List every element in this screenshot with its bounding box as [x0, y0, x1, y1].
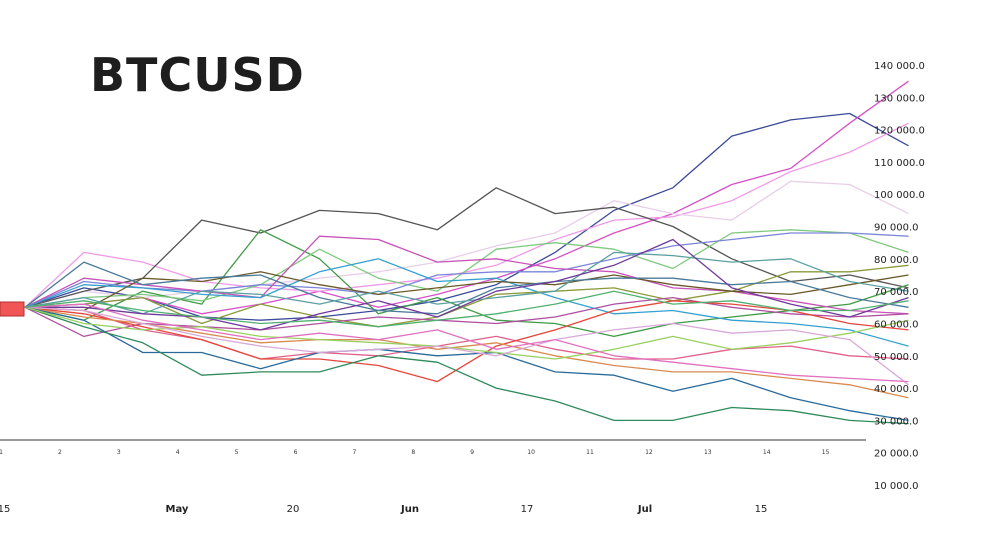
y-tick-label: 80 000.0 [874, 255, 919, 266]
y-tick-label: 140 000.0 [874, 61, 925, 72]
series-line-23 [24, 306, 909, 386]
x-step-label: 6 [294, 449, 298, 456]
y-tick-label: 40 000.0 [874, 384, 919, 395]
y-tick-label: 50 000.0 [874, 352, 919, 363]
y-tick-label: 20 000.0 [874, 449, 919, 460]
series-line-24 [24, 303, 909, 383]
y-tick-label: 30 000.0 [874, 416, 919, 427]
series-line-2 [24, 80, 909, 315]
x-step-label: 1 [0, 449, 3, 456]
series-line-5 [24, 187, 909, 308]
y-tick-label: 110 000.0 [874, 158, 925, 169]
series-line-17 [24, 300, 909, 383]
x-step-label: 3 [117, 449, 121, 456]
x-step-label: 2 [58, 449, 62, 456]
series-line-1 [24, 112, 909, 321]
series-line-25 [24, 290, 909, 328]
series-line-11 [24, 264, 909, 328]
series-line-7 [24, 229, 909, 308]
series-layer [0, 80, 909, 425]
y-tick-label: 120 000.0 [874, 126, 925, 137]
x-date-label: 15 [0, 504, 10, 515]
series-line-8 [24, 232, 909, 308]
x-step-label: 10 [527, 449, 535, 456]
x-step-label: 5 [235, 449, 239, 456]
x-date-label: Jun [400, 504, 419, 515]
x-step-label: 7 [352, 449, 356, 456]
y-tick-label: 60 000.0 [874, 319, 919, 330]
x-step-label: 14 [763, 449, 771, 456]
series-line-19 [24, 306, 909, 422]
x-date-label: 15 [755, 504, 768, 515]
series-line-20 [24, 306, 909, 425]
x-step-label: 12 [645, 449, 653, 456]
y-tick-label: 130 000.0 [874, 93, 925, 104]
chart-title: BTCUSD [90, 48, 305, 102]
y-tick-label: 100 000.0 [874, 190, 925, 201]
start-marker [0, 301, 25, 317]
x-step-label: 11 [586, 449, 594, 456]
series-line-14 [24, 251, 909, 315]
series-line-16 [24, 306, 909, 360]
series-line-10 [24, 258, 909, 347]
x-step-label: 13 [704, 449, 712, 456]
series-line-21 [25, 238, 909, 331]
x-step-label: 8 [411, 449, 415, 456]
x-step-label: 15 [822, 449, 830, 456]
x-step-label: 4 [176, 449, 180, 456]
x-date-label: 20 [287, 504, 300, 515]
y-tick-label: 70 000.0 [874, 287, 919, 298]
series-line-3 [24, 122, 909, 308]
y-tick-label: 10 000.0 [874, 481, 919, 492]
x-date-label: Jul [637, 504, 652, 515]
x-date-label: May [166, 504, 189, 515]
series-line-22 [24, 306, 909, 360]
series-line-12 [24, 271, 909, 312]
y-tick-label: 90 000.0 [874, 223, 919, 234]
x-step-label: 9 [470, 449, 474, 456]
x-date-label: 17 [521, 504, 534, 515]
series-line-4 [24, 180, 909, 308]
